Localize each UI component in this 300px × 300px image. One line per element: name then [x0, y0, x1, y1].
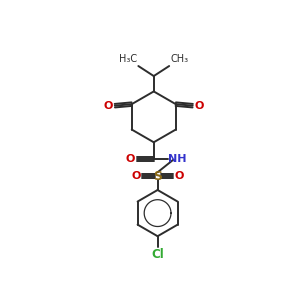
Text: Cl: Cl	[151, 248, 164, 261]
Text: NH: NH	[168, 154, 187, 164]
Text: S: S	[153, 169, 162, 183]
Text: O: O	[104, 101, 113, 111]
Text: O: O	[126, 154, 135, 164]
Text: O: O	[175, 171, 184, 181]
Text: O: O	[131, 171, 141, 181]
Text: H₃C: H₃C	[119, 55, 137, 64]
Text: O: O	[194, 101, 204, 111]
Text: CH₃: CH₃	[171, 55, 189, 64]
